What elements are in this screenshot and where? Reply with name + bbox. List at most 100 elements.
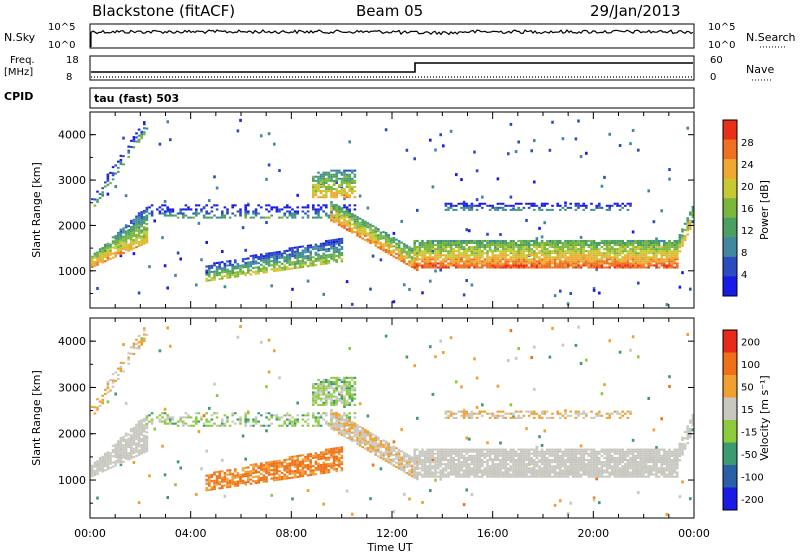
- power-cell: [543, 252, 546, 255]
- power-cell: [644, 252, 648, 255]
- velocity-cell: [403, 470, 406, 473]
- velocity-cell: [101, 455, 104, 458]
- velocity-cell: [462, 475, 466, 478]
- velocity-cell: [364, 437, 367, 440]
- power-cell: [631, 262, 635, 265]
- power-cell: [353, 208, 357, 211]
- power-cell: [582, 204, 585, 207]
- velocity-cell: [265, 461, 268, 464]
- velocity-cell: [140, 446, 143, 449]
- velocity-cell: [135, 427, 138, 430]
- power-cell: [540, 202, 544, 205]
- velocity-cell: [252, 469, 255, 472]
- velocity-cell: [330, 383, 333, 386]
- velocity-cell: [145, 416, 149, 419]
- power-cell: [270, 260, 273, 263]
- power-cell: [611, 239, 614, 242]
- velocity-cell: [150, 420, 154, 423]
- velocity-cell: [111, 461, 115, 464]
- power-cell: [241, 260, 245, 263]
- power-cell: [205, 240, 208, 244]
- power-cell: [132, 146, 136, 149]
- velocity-cell: [301, 418, 305, 421]
- velocity-cell: [384, 443, 388, 446]
- power-cell: [335, 173, 338, 176]
- power-cell: [408, 264, 411, 267]
- velocity-cell: [442, 450, 445, 453]
- velocity-cell: [270, 460, 273, 463]
- power-cell: [582, 202, 585, 205]
- power-cell: [330, 175, 333, 178]
- freq-panel: Freq. [MHz] 18 8 60 0 Nave: [4, 55, 774, 83]
- velocity-cell: [208, 424, 211, 427]
- power-cell: [124, 244, 128, 247]
- power-cell: [234, 275, 237, 278]
- velocity-cell: [309, 465, 312, 468]
- power-cell: [348, 179, 351, 182]
- power-cell: [319, 263, 323, 266]
- velocity-cell: [319, 393, 323, 396]
- power-cell: [387, 236, 390, 239]
- power-cell: [652, 252, 656, 255]
- power-cell: [483, 244, 487, 247]
- power-cell: [96, 259, 99, 262]
- velocity-cell: [317, 403, 320, 406]
- power-cell: [249, 269, 253, 272]
- power-cell: [462, 246, 466, 249]
- power-cell: [283, 258, 286, 261]
- velocity-cell: [374, 439, 377, 442]
- power-cell: [426, 260, 429, 263]
- velocity-cell: [296, 469, 299, 472]
- power-cell: [208, 267, 211, 270]
- power-cell: [522, 256, 526, 259]
- power-cell: [452, 250, 455, 253]
- power-cell: [387, 234, 390, 237]
- power-cell: [665, 260, 669, 263]
- power-cell: [491, 258, 494, 261]
- velocity-cell: [231, 412, 234, 415]
- power-cell: [319, 179, 323, 182]
- velocity-cell: [114, 456, 117, 459]
- power-cell: [254, 212, 258, 215]
- velocity-cell: [447, 414, 450, 417]
- velocity-cell: [109, 466, 112, 469]
- power-cell: [322, 246, 325, 249]
- velocity-cell: [348, 385, 351, 388]
- velocity-cell: [416, 465, 419, 468]
- power-cell: [260, 134, 263, 138]
- power-cell: [387, 250, 390, 253]
- power-cell: [429, 266, 432, 269]
- power-cell: [663, 239, 666, 242]
- velocity-cell: [462, 463, 466, 466]
- velocity-cell: [429, 461, 432, 464]
- velocity-cell: [431, 452, 435, 455]
- power-cell: [426, 264, 429, 267]
- velocity-cell: [335, 447, 338, 450]
- velocity-cell: [457, 463, 461, 466]
- power-cell: [205, 269, 208, 272]
- power-cell: [431, 248, 435, 251]
- power-cell: [512, 262, 515, 265]
- power-cell: [470, 258, 474, 261]
- velocity-cell: [364, 435, 367, 438]
- velocity-cell: [481, 414, 484, 417]
- power-cell: [676, 258, 679, 261]
- power-cell: [530, 239, 533, 242]
- velocity-cell: [449, 463, 453, 466]
- velocity-cell: [309, 459, 312, 462]
- power-cell: [262, 216, 266, 219]
- power-cell: [231, 267, 234, 270]
- velocity-cell: [434, 475, 437, 478]
- power-cell: [223, 214, 227, 217]
- velocity-cell: [426, 475, 429, 478]
- velocity-cell: [348, 419, 351, 422]
- velocity-cell: [418, 461, 422, 464]
- power-cell: [299, 266, 302, 269]
- power-cell: [330, 173, 333, 176]
- power-cell: [434, 262, 437, 265]
- velocity-cell: [374, 449, 377, 452]
- velocity-cell: [457, 450, 461, 453]
- velocity-cell: [179, 416, 182, 419]
- power-cell: [260, 216, 263, 219]
- power-cell: [413, 266, 416, 269]
